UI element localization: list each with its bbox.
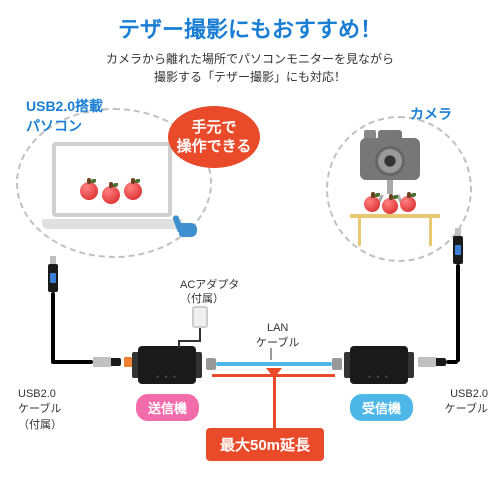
usb-right-label: USB2.0 ケーブル — [445, 388, 488, 416]
ac-cable-h — [178, 340, 200, 342]
laptop-icon — [42, 142, 182, 237]
hand-icon — [175, 215, 207, 237]
callout-bubble: 手元で 操作できる — [168, 106, 260, 168]
transmitter-box: ● ● ● — [138, 346, 196, 384]
lan-plug-right — [332, 358, 342, 370]
lan-cable — [216, 362, 332, 366]
subtitle: カメラから離れた場所でパソコンモニターを見ながら 撮影する「テザー撮影」にも対応… — [0, 50, 500, 86]
subject-apple — [382, 198, 398, 214]
cable-left-v — [51, 292, 55, 362]
main-title: テザー撮影にもおすすめ！ — [0, 0, 500, 44]
extend-line-h2 — [273, 374, 335, 377]
extend-line-v — [273, 374, 276, 428]
ac-adapter-icon — [192, 306, 208, 328]
lan-plug-left — [206, 358, 216, 370]
ac-cable-v2 — [178, 340, 180, 348]
usb-plug-right — [453, 236, 463, 264]
connection-diagram: USB2.0 ケーブル （付属） ● ● ● 送信機 ACアダプタ （付属） L… — [0, 280, 500, 500]
lan-label: LAN ケーブル — [256, 322, 299, 350]
orange-tip-left — [124, 357, 132, 367]
usb-left-note: （付属） — [18, 416, 62, 432]
tripod-icon — [387, 180, 393, 194]
usb-left-label: USB2.0 ケーブル — [18, 388, 61, 416]
subtitle-l1: カメラから離れた場所でパソコンモニターを見ながら — [106, 52, 394, 66]
usb-plug-left — [48, 264, 58, 292]
subject-apple — [364, 196, 380, 212]
receiver-badge: 受信機 — [350, 394, 413, 421]
extend-badge: 最大50m延長 — [206, 428, 324, 461]
subtitle-l2: 撮影する「テザー撮影」にも対応！ — [154, 70, 346, 84]
cable-right-v — [456, 264, 460, 362]
ac-note: （付属） — [180, 290, 224, 306]
camera-lens — [375, 146, 405, 176]
cable-left-h — [51, 360, 93, 364]
subject-apple — [400, 196, 416, 212]
transmitter-badge: 送信機 — [136, 394, 199, 421]
table-icon — [350, 214, 440, 218]
extend-line-h1 — [212, 374, 276, 377]
camera-scene — [320, 100, 470, 250]
receiver-box: ● ● ● — [350, 346, 408, 384]
usb-a-right — [418, 357, 436, 367]
usb-a-left — [93, 357, 111, 367]
